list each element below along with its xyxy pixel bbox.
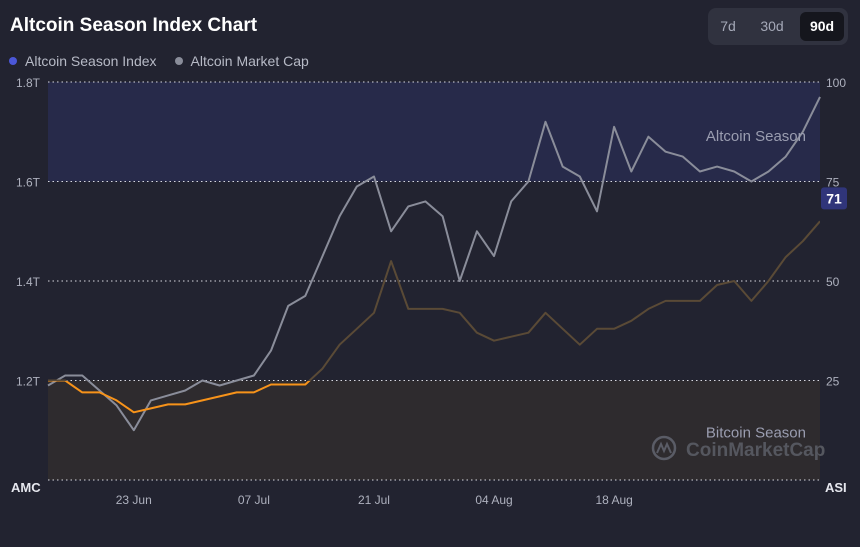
altcoin-season-zone bbox=[48, 82, 820, 182]
coinmarketcap-logo-icon bbox=[651, 435, 677, 461]
altcoin-market-cap-line bbox=[47, 96, 821, 432]
legend-dot-blue-icon bbox=[9, 57, 17, 65]
right-tick-label: 100 bbox=[826, 76, 846, 90]
page-title: Altcoin Season Index Chart bbox=[10, 15, 258, 36]
x-tick-label: 21 Jul bbox=[358, 493, 390, 507]
legend-dot-gray-icon bbox=[174, 57, 183, 65]
legend-label-market-cap: Altcoin Market Cap bbox=[190, 53, 309, 69]
x-tick-label: 04 Aug bbox=[475, 493, 512, 507]
altcoin-season-index-line-neutral bbox=[48, 220, 820, 381]
left-tick-label: 1.8T bbox=[16, 76, 41, 90]
watermark-text: CoinMarketCap bbox=[686, 440, 825, 461]
range-7d-button[interactable]: 7d bbox=[720, 18, 736, 34]
coinmarketcap-logo-mark-icon bbox=[656, 441, 672, 454]
x-tick-label: 18 Aug bbox=[595, 493, 632, 507]
left-tick-label: 1.6T bbox=[16, 176, 41, 190]
legend-item-altcoin-season-index[interactable]: Altcoin Season Index bbox=[9, 53, 157, 69]
left-tick-label: 1.2T bbox=[16, 375, 41, 389]
time-range-selector: 7d 30d 90d bbox=[708, 8, 848, 45]
right-tick-label: 75 bbox=[826, 176, 840, 190]
range-30d-button[interactable]: 30d bbox=[760, 18, 784, 34]
bitcoin-season-zone bbox=[48, 380, 820, 480]
bitcoin-season-label: Bitcoin Season bbox=[706, 425, 806, 442]
current-value-badge bbox=[821, 187, 847, 210]
left-axis-label: AMC bbox=[11, 480, 41, 495]
right-tick-label: 50 bbox=[826, 275, 840, 289]
x-tick-label: 07 Jul bbox=[238, 493, 270, 507]
current-value-text: 71 bbox=[826, 190, 842, 206]
legend-item-altcoin-market-cap[interactable]: Altcoin Market Cap bbox=[174, 53, 309, 69]
right-axis-label: ASI bbox=[825, 480, 847, 495]
x-tick-label: 23 Jun bbox=[116, 493, 152, 507]
chart-legend: Altcoin Season Index Altcoin Market Cap bbox=[9, 53, 327, 69]
legend-label-index: Altcoin Season Index bbox=[25, 53, 157, 69]
left-tick-label: 1.4T bbox=[16, 275, 41, 289]
altcoin-season-index-line-bitcoin bbox=[48, 381, 311, 414]
range-90d-button[interactable]: 90d bbox=[800, 12, 844, 41]
right-tick-label: 25 bbox=[826, 375, 840, 389]
altcoin-season-label: Altcoin Season bbox=[706, 128, 806, 145]
coinmarketcap-watermark: CoinMarketCap bbox=[651, 435, 825, 461]
